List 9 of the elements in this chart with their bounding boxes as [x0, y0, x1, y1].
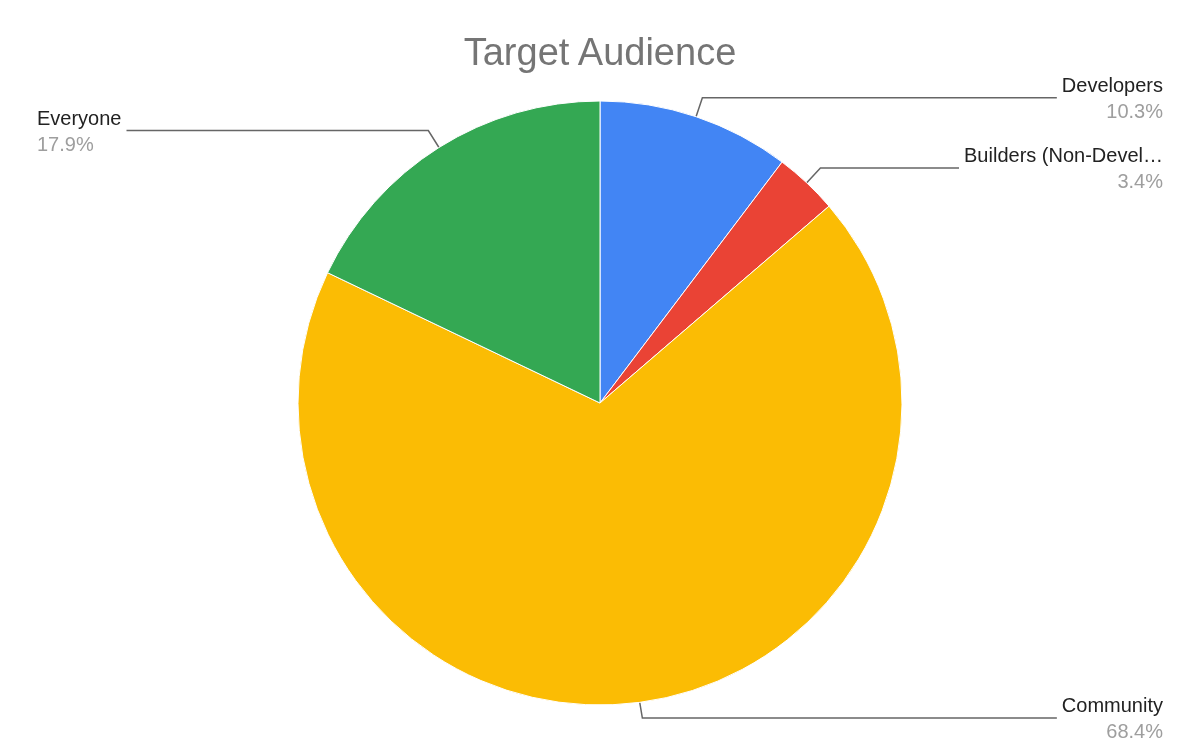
slice-label: Everyone: [37, 106, 122, 129]
data-label: 17.9%: [37, 132, 94, 155]
slice-label: Community: [1061, 694, 1163, 716]
slice-label: Developers: [1061, 73, 1163, 96]
chart-title: Target Audience: [463, 31, 737, 73]
data-label: 10.3%: [1106, 99, 1164, 122]
data-label: 68.4%: [1106, 720, 1164, 742]
slice-label: Builders (Non-Devel…: [964, 144, 1163, 167]
data-label: 3.4%: [1117, 170, 1164, 193]
